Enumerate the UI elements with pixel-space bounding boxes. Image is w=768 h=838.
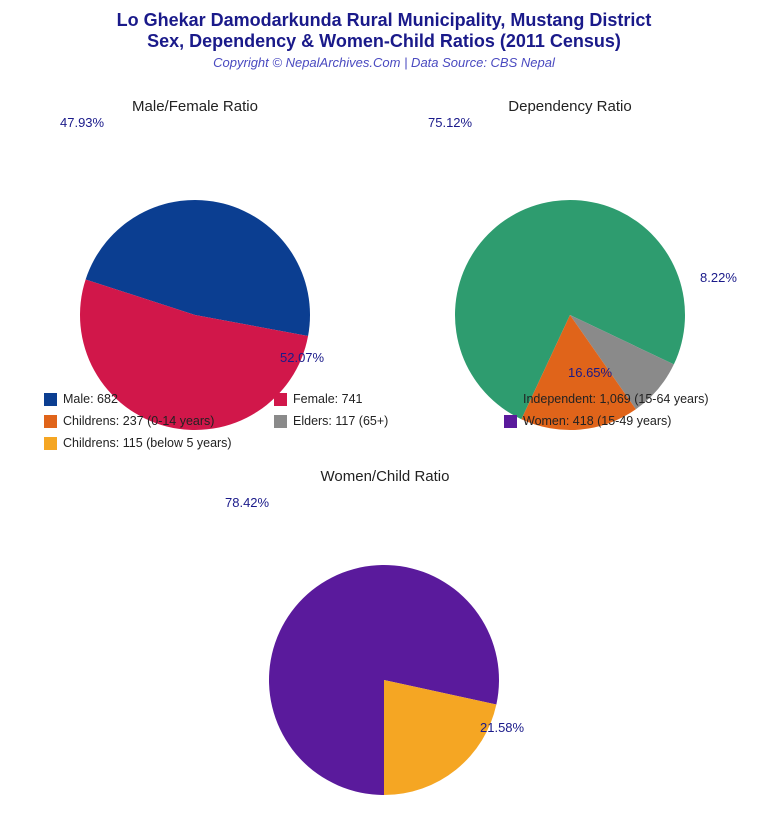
legend-label: Independent: 1,069 (15-64 years) [523, 392, 709, 406]
legend: Male: 682 Female: 741 Independent: 1,069… [44, 388, 734, 454]
legend-item-women: Women: 418 (15-49 years) [504, 410, 734, 432]
title-line-1: Lo Ghekar Damodarkunda Rural Municipalit… [0, 10, 768, 31]
pct-women: 78.42% [225, 495, 269, 510]
title-line-2: Sex, Dependency & Women-Child Ratios (20… [0, 31, 768, 52]
legend-label: Childrens: 115 (below 5 years) [63, 436, 232, 450]
header-block: Lo Ghekar Damodarkunda Rural Municipalit… [0, 0, 768, 70]
legend-item-elders: Elders: 117 (65+) [274, 410, 504, 432]
swatch-male [44, 393, 57, 406]
legend-label: Childrens: 237 (0-14 years) [63, 414, 214, 428]
legend-item-female: Female: 741 [274, 388, 504, 410]
legend-item-childrens5: Childrens: 115 (below 5 years) [44, 432, 274, 454]
legend-item-childrens: Childrens: 237 (0-14 years) [44, 410, 274, 432]
swatch-elders [274, 415, 287, 428]
legend-label: Women: 418 (15-49 years) [523, 414, 671, 428]
legend-label: Elders: 117 (65+) [293, 414, 388, 428]
pie-women-child-svg [0, 70, 768, 838]
subtitle: Copyright © NepalArchives.Com | Data Sou… [0, 55, 768, 70]
legend-item-male: Male: 682 [44, 388, 274, 410]
swatch-female [274, 393, 287, 406]
pct-children5: 21.58% [480, 720, 524, 735]
swatch-childrens5 [44, 437, 57, 450]
legend-label: Female: 741 [293, 392, 362, 406]
swatch-independent [504, 393, 517, 406]
legend-item-independent: Independent: 1,069 (15-64 years) [504, 388, 734, 410]
swatch-women [504, 415, 517, 428]
swatch-childrens [44, 415, 57, 428]
legend-label: Male: 682 [63, 392, 118, 406]
